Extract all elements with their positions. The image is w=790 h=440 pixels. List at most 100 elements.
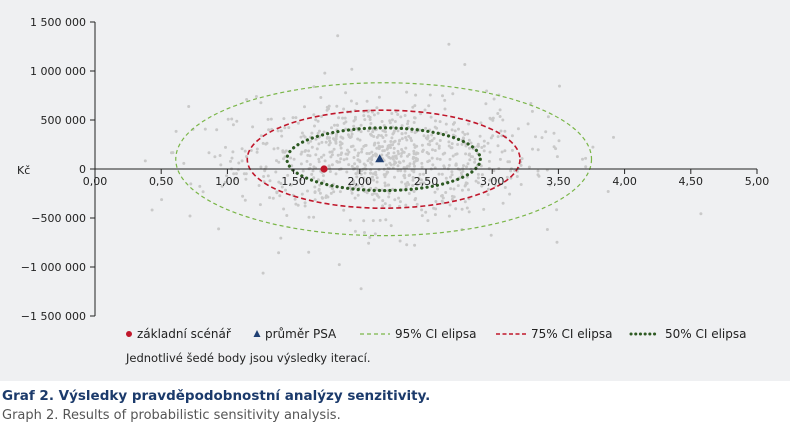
iteration-point: [365, 179, 369, 183]
iteration-point: [332, 147, 336, 151]
iteration-point: [441, 196, 445, 200]
iteration-point: [454, 207, 458, 211]
iteration-point: [496, 112, 500, 115]
iteration-point: [450, 128, 454, 132]
iteration-point: [280, 185, 284, 189]
iteration-point: [431, 163, 435, 167]
iteration-point: [282, 117, 286, 121]
iteration-point: [328, 139, 332, 143]
iteration-point: [329, 191, 333, 195]
iteration-point: [527, 165, 531, 169]
iteration-point: [316, 119, 320, 123]
legend-label: 95% CI elipsa: [395, 327, 477, 341]
iteration-point: [508, 160, 511, 164]
iteration-point: [426, 219, 430, 223]
iteration-point: [515, 175, 519, 178]
iteration-point: [329, 155, 333, 159]
iteration-point: [302, 134, 306, 138]
iteration-point: [430, 133, 434, 137]
iteration-point: [364, 163, 367, 167]
iteration-point: [513, 169, 517, 172]
iteration-point: [323, 159, 327, 163]
iteration-point: [448, 203, 452, 207]
iteration-point: [546, 115, 550, 119]
iteration-point: [386, 183, 390, 187]
iteration-point: [359, 130, 363, 134]
iteration-point: [316, 131, 320, 135]
iteration-point: [466, 162, 470, 166]
iteration-point: [500, 134, 504, 138]
iteration-point: [449, 187, 453, 191]
iteration-point: [411, 105, 415, 109]
iteration-point: [505, 175, 509, 179]
iteration-point: [347, 135, 351, 139]
iteration-point: [370, 150, 374, 154]
iteration-point: [372, 113, 376, 117]
iteration-point: [367, 152, 371, 155]
iteration-point: [291, 116, 295, 120]
iteration-point: [487, 159, 491, 163]
iteration-point: [400, 152, 404, 155]
iteration-point: [498, 108, 502, 112]
iteration-point: [353, 148, 357, 152]
iteration-point: [303, 201, 307, 205]
iteration-point: [606, 190, 610, 193]
iteration-point: [501, 118, 505, 122]
iteration-point: [420, 161, 424, 165]
x-tick-label: 0,00: [83, 175, 108, 188]
iteration-point: [473, 157, 477, 161]
iteration-point: [491, 134, 495, 138]
iteration-point: [301, 169, 305, 173]
iteration-point: [391, 157, 395, 161]
iteration-point: [371, 219, 375, 223]
iteration-point: [509, 176, 513, 180]
iteration-point: [237, 161, 241, 165]
iteration-point: [234, 172, 238, 176]
iteration-point: [294, 202, 298, 206]
iteration-point: [392, 129, 396, 133]
iteration-point: [391, 187, 395, 191]
iteration-point: [486, 193, 490, 197]
iteration-point: [313, 198, 317, 202]
iteration-point: [404, 136, 408, 139]
iteration-point: [366, 129, 370, 133]
iteration-point: [419, 112, 423, 116]
iteration-point: [422, 181, 426, 185]
iteration-point: [213, 155, 217, 159]
iteration-point: [355, 126, 359, 130]
iteration-point: [325, 105, 329, 109]
iteration-point: [336, 34, 340, 38]
iteration-point: [320, 140, 324, 144]
iteration-point: [241, 194, 245, 198]
iteration-point: [552, 131, 556, 135]
iteration-point: [317, 129, 321, 133]
iteration-point: [388, 204, 392, 207]
iteration-point: [277, 180, 281, 184]
iteration-point: [189, 182, 193, 186]
iteration-point: [510, 148, 514, 152]
iteration-point: [385, 153, 389, 157]
iteration-point: [277, 160, 281, 164]
iteration-point: [321, 196, 324, 200]
iteration-point: [398, 139, 401, 143]
iteration-point: [294, 116, 298, 120]
iteration-point: [415, 183, 419, 187]
iteration-point: [372, 178, 376, 182]
iteration-point: [529, 102, 533, 105]
iteration-point: [338, 190, 342, 194]
iteration-point: [365, 99, 369, 103]
iteration-point: [352, 156, 356, 159]
iteration-point: [368, 115, 372, 119]
iteration-point: [261, 271, 265, 275]
iteration-point: [414, 93, 418, 97]
iteration-point: [325, 108, 329, 112]
iteration-point: [534, 135, 537, 139]
iteration-point: [384, 133, 388, 137]
iteration-point: [426, 160, 430, 164]
iteration-point: [412, 162, 416, 166]
iteration-point: [404, 184, 408, 188]
iteration-point: [412, 143, 416, 147]
iteration-point: [336, 153, 340, 157]
iteration-point: [463, 133, 467, 136]
